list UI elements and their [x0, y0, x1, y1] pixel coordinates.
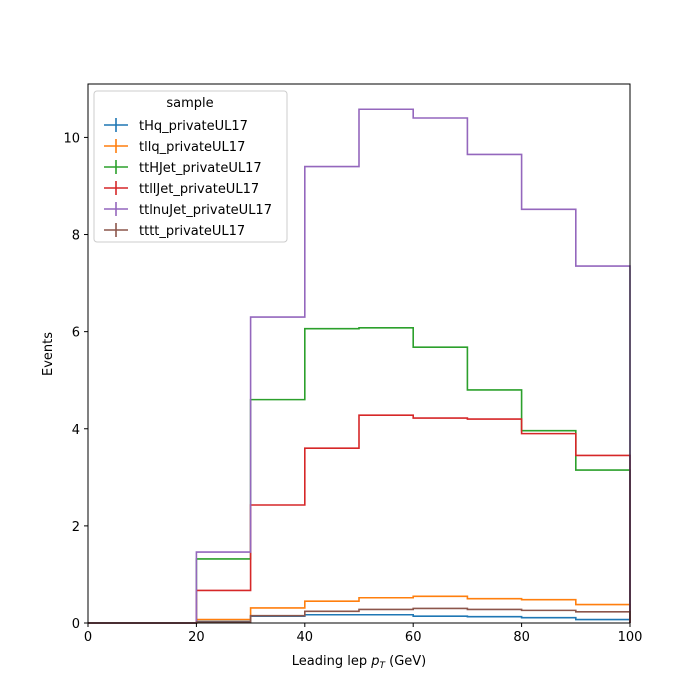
x-tick-label: 100	[618, 630, 643, 645]
legend-entry: tHq_privateUL17	[104, 118, 248, 134]
x-tick-label: 0	[84, 630, 92, 645]
legend-label: tttt_privateUL17	[139, 224, 245, 239]
legend-entry: tttt_privateUL17	[104, 223, 245, 239]
legend-entry: ttlnuJet_privateUL17	[104, 202, 272, 218]
y-tick-label: 8	[72, 229, 80, 244]
y-tick-label: 6	[72, 326, 80, 341]
y-tick-label: 10	[63, 131, 80, 146]
legend-label: tllq_privateUL17	[139, 140, 245, 155]
series-line-3	[88, 414, 631, 624]
legend-entry: ttHJet_privateUL17	[104, 160, 262, 176]
y-axis-label: Events	[41, 332, 56, 376]
legend-entry: ttllJet_privateUL17	[104, 181, 259, 197]
legend-label: tHq_privateUL17	[139, 119, 248, 134]
legend-entry: tllq_privateUL17	[104, 139, 245, 155]
x-axis-label: Leading lep pT (GeV)	[292, 654, 426, 671]
series-line-1	[88, 595, 631, 624]
legend-label: ttHJet_privateUL17	[139, 161, 262, 176]
x-tick-label: 40	[297, 630, 314, 645]
x-tick-label: 20	[188, 630, 205, 645]
series-line-2	[88, 326, 631, 624]
legend-title: sample	[166, 96, 213, 111]
x-tick-label: 60	[405, 630, 422, 645]
x-axis: 0 20 40 60 80 100	[84, 623, 643, 645]
y-tick-label: 4	[72, 423, 80, 438]
legend-label: ttllJet_privateUL17	[139, 182, 259, 197]
legend-box	[93, 90, 288, 243]
legend-label: ttlnuJet_privateUL17	[139, 203, 272, 218]
legend-entries: tHq_privateUL17 tllq_privateUL17 ttHJet_pr…	[104, 118, 272, 239]
series-line-5	[88, 607, 631, 624]
series-lines	[88, 108, 631, 624]
y-tick-label: 0	[72, 617, 80, 632]
x-tick-label: 80	[513, 630, 530, 645]
legend: sample tHq_privateUL17 tllq_privateUL17tt…	[93, 90, 288, 243]
y-tick-label: 2	[72, 520, 80, 535]
series-line-4	[88, 108, 631, 624]
y-axis: 0 2 4 6 8 10	[63, 131, 88, 632]
plot-frame	[87, 83, 631, 624]
